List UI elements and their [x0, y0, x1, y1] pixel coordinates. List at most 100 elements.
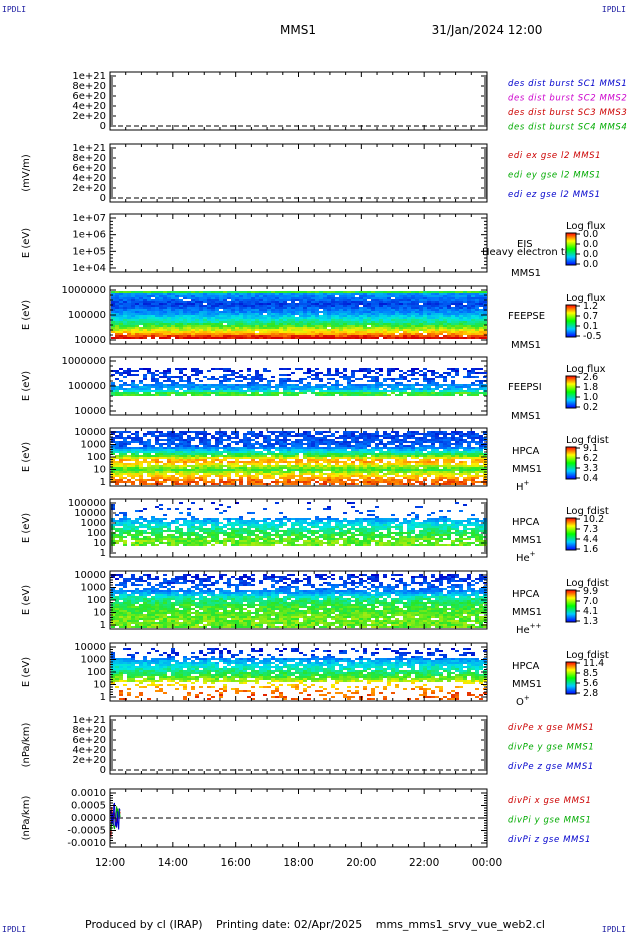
- footer-filename: mms_mms1_srvy_vue_web2.cl: [375, 918, 545, 931]
- panel-edi-legend-2: edi ez gse l2 MMS1: [508, 190, 601, 200]
- panel-eis-colorbar-title: Log flux: [566, 221, 606, 232]
- panel-hpca_o-ytick: 10: [93, 680, 106, 691]
- panel-feepsi-colorbar-tick: 1.8: [583, 382, 598, 393]
- panel-feepse-ytick: 10000: [74, 335, 106, 346]
- panel-feepse-instrument: FEEPSE: [508, 311, 545, 322]
- panel-feepsi-ylabel: E (eV): [21, 371, 32, 401]
- spectrogram-feepse: [111, 291, 487, 339]
- panel-dis-ytick: 0: [100, 121, 106, 132]
- panel-divpe-legend-2: divPe z gse MMS1: [508, 762, 594, 772]
- panel-edi-ylabel: (mV/m): [21, 154, 32, 192]
- panel-dis-legend-3: des dist burst SC4 MMS4: [508, 123, 627, 133]
- panel-dis-frame: [109, 71, 488, 131]
- panel-divpi-legend-2: divPi z gse MMS1: [508, 835, 591, 845]
- panel-hpca_o-ylabel: E (eV): [21, 657, 32, 687]
- panel-feepse-colorbar-tick: 0.1: [583, 321, 598, 332]
- panel-hpca_hepp-ytick: 10000: [74, 570, 106, 581]
- panel-hpca_h-ytick: 10: [93, 465, 106, 476]
- corner-label-top-right: IPDLI: [601, 5, 626, 14]
- footer-produced: Produced by cl (IRAP): [85, 918, 203, 931]
- panel-hpca_h-ytick: 1: [100, 477, 106, 488]
- panel-hpca_o-colorbar-tick: 2.8: [583, 688, 598, 699]
- panel-edi-legend-1: edi ey gse l2 MMS1: [508, 171, 601, 181]
- panel-divpi-ytick: -0.0010: [67, 838, 106, 849]
- panel-hpca_hepp-colorbar-tick: 4.1: [583, 606, 598, 617]
- panel-edi-legend-0: edi ex gse l2 MMS1: [508, 151, 601, 161]
- panel-hpca_hepp-ylabel: E (eV): [21, 585, 32, 615]
- panel-hpca_hepp-colorbar-title: Log fdist: [566, 578, 609, 589]
- panel-edi-ytick: 8e+20: [72, 153, 106, 164]
- panel-dis-ytick: 1e+21: [72, 71, 106, 82]
- panel-edi-ytick: 6e+20: [72, 163, 106, 174]
- panel-divpi-ytick: 0.0000: [71, 813, 106, 824]
- panel-divpe: (nPa/km) divPe x gse MMS1 divPe y gse MMS1…: [21, 715, 594, 775]
- corner-label-bottom-left: IPDLI: [2, 925, 27, 934]
- panel-hpca_he-ylabel: E (eV): [21, 513, 32, 543]
- panel-hpca_o-colorbar-tick: 5.6: [583, 678, 598, 689]
- spectrogram-hpca_hepp: [111, 574, 487, 628]
- panel-hpca_o-ytick: 100: [87, 667, 106, 678]
- panel-divpe-ytick: 4e+20: [72, 745, 106, 756]
- panel-divpi-legend-1: divPi y gse MMS1: [508, 816, 592, 826]
- panel-divpe-ytick: 6e+20: [72, 735, 106, 746]
- panel-hpca_o-ytick: 1000: [81, 655, 106, 666]
- panel-divpe-ytick: 1e+21: [72, 715, 106, 726]
- panel-hpca_he-colorbar-tick: 1.6: [583, 544, 598, 555]
- panel-hpca_hepp-ytick: 100: [87, 595, 106, 606]
- panel-hpca_o-colorbar-title: Log fdist: [566, 650, 609, 661]
- panel-hpca_h-instrument: HPCA: [512, 446, 540, 457]
- panel-hpca_h-species: H+: [516, 479, 530, 493]
- panel-hpca_hepp-colorbar-tick: 7.0: [583, 596, 598, 607]
- panel-feepse-colorbar: [565, 304, 577, 338]
- panel-divpe-ytick: 2e+20: [72, 755, 106, 766]
- panel-feepse-colorbar-tick: -0.5: [583, 331, 602, 342]
- panel-hpca_hepp-colorbar-tick: 1.3: [583, 616, 598, 627]
- panel-hpca_he-ytick: 10: [93, 538, 106, 549]
- corner-label-top-left: IPDLI: [2, 5, 27, 14]
- panel-eis-instrument: EIS: [517, 239, 533, 250]
- panel-hpca_o-instrument: HPCA: [512, 661, 540, 672]
- panel-edi-ytick: 1e+21: [72, 143, 106, 154]
- panel-eis-colorbar-tick: 0.0: [583, 239, 598, 250]
- panel-hpca_h-ytick: 10000: [74, 427, 106, 438]
- time-tick-label: 20:00: [346, 857, 376, 869]
- figure-title: MMS1: [280, 23, 316, 37]
- panel-feepsi-colorbar-tick: 0.2: [583, 402, 598, 413]
- panel-hpca_he-colorbar-tick: 4.4: [583, 534, 598, 545]
- panel-hpca_o-species: O+: [516, 694, 530, 708]
- panel-feepsi-ytick: 1000000: [61, 356, 106, 367]
- panel-dis-ytick: 8e+20: [72, 81, 106, 92]
- panel-feepsi-spacecraft: MMS1: [511, 411, 541, 422]
- panel-hpca_he-ytick: 100000: [68, 498, 106, 509]
- time-tick-label: 16:00: [221, 857, 251, 869]
- panel-hpca_o-spacecraft: MMS1: [512, 679, 542, 690]
- panel-hpca_he-ytick: 1000: [81, 518, 106, 529]
- panel-dis-ytick: 4e+20: [72, 101, 106, 112]
- panel-hpca_hepp-species: He++: [516, 622, 542, 636]
- panel-divpi-ytick: 0.0005: [71, 801, 106, 812]
- panel-hpca_he-ytick: 100: [87, 528, 106, 539]
- panel-hpca_he-colorbar: [565, 517, 577, 551]
- panel-eis-colorbar-tick: 0.0: [583, 229, 598, 240]
- panel-hpca_he-colorbar-tick: 10.2: [583, 514, 604, 525]
- panel-hpca_h-ylabel: E (eV): [21, 442, 32, 472]
- panel-hpca_o-ytick: 1: [100, 692, 106, 703]
- panel-eis-label: Heavy electron to: [482, 247, 571, 258]
- panel-hpca_h-colorbar-tick: 3.3: [583, 463, 598, 474]
- panel-hpca_he-ytick: 1: [100, 548, 106, 559]
- panel-eis-colorbar-tick: 0.0: [583, 259, 598, 270]
- panel-hpca_hepp-spacecraft: MMS1: [512, 607, 542, 618]
- footer-printing-date: Printing date: 02/Apr/2025: [216, 918, 363, 931]
- panel-feepsi-ytick: 100000: [68, 381, 106, 392]
- panel-feepsi-colorbar-title: Log flux: [566, 364, 606, 375]
- panel-hpca_hepp-ytick: 1000: [81, 583, 106, 594]
- panel-feepsi-ytick: 10000: [74, 406, 106, 417]
- panel-dis-ytick: 2e+20: [72, 111, 106, 122]
- panel-divpe-frame: [109, 715, 488, 775]
- panel-dis-ytick: 6e+20: [72, 91, 106, 102]
- panel-edi-ytick: 2e+20: [72, 183, 106, 194]
- panel-hpca_hepp-colorbar: [565, 589, 577, 623]
- panel-feepse-ytick: 1000000: [61, 285, 106, 296]
- panel-eis-spacecraft: MMS1: [511, 268, 541, 279]
